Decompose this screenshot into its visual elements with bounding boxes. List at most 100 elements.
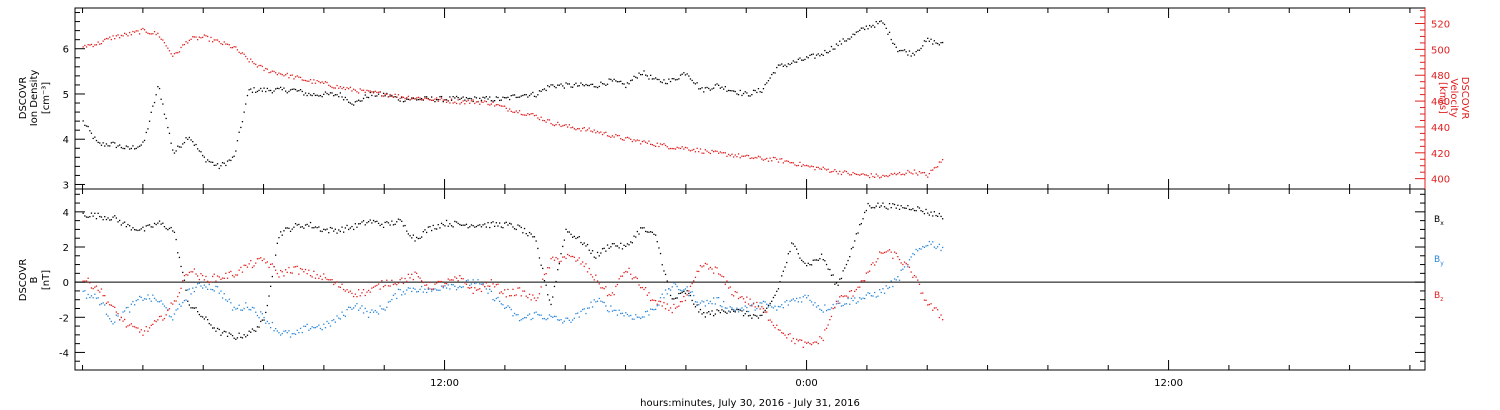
bz-point — [143, 330, 146, 332]
bx-point — [515, 228, 517, 231]
bx-point — [124, 221, 126, 223]
by-point — [698, 304, 700, 306]
by-point — [507, 305, 509, 307]
by-point — [596, 300, 599, 302]
density-point — [786, 65, 788, 68]
bz-point — [422, 281, 424, 284]
bx-point — [223, 330, 225, 332]
density-point — [822, 54, 824, 56]
velocity-point — [786, 160, 788, 162]
by-point — [887, 287, 889, 290]
density-point — [434, 101, 436, 103]
density-point — [879, 20, 881, 23]
bz-point — [721, 275, 723, 277]
velocity-point — [764, 158, 766, 160]
bz-point — [801, 339, 803, 341]
bx-point — [709, 313, 711, 315]
by-point — [215, 285, 217, 288]
by-point — [659, 297, 662, 299]
density-point — [807, 57, 809, 59]
density-point — [588, 84, 590, 87]
bz-point — [532, 294, 534, 296]
by-point — [844, 303, 846, 305]
by-point — [824, 304, 826, 306]
by-point — [572, 319, 574, 321]
density-point — [676, 78, 678, 81]
bz-point — [253, 265, 255, 267]
velocity-point — [779, 158, 781, 160]
bx-point — [824, 260, 826, 262]
bx-point — [326, 228, 328, 230]
density-point — [645, 74, 647, 76]
velocity-ylabel-1: DSCOVR — [1459, 77, 1470, 120]
velocity-point — [565, 124, 567, 126]
by-point — [815, 306, 818, 308]
bx-point — [840, 277, 843, 280]
bx-point — [870, 207, 872, 209]
density-point — [809, 54, 811, 56]
density-point — [104, 145, 106, 147]
density-point — [648, 78, 650, 80]
bz-point — [598, 283, 600, 285]
bz-point — [595, 274, 597, 276]
velocity-point — [255, 63, 257, 65]
bx-point — [306, 223, 308, 226]
velocity-point — [912, 173, 914, 175]
velocity-point — [107, 38, 109, 40]
bz-point — [263, 258, 265, 260]
by-point — [459, 285, 461, 288]
bz-point — [314, 277, 317, 279]
bx-point — [499, 222, 501, 224]
velocity-point — [525, 114, 527, 116]
field-tick-label: 0 — [63, 278, 69, 289]
velocity-point — [684, 146, 687, 149]
bx-point — [442, 224, 444, 226]
velocity-point — [782, 162, 784, 164]
by-point — [416, 291, 418, 293]
bz-point — [859, 286, 861, 288]
by-point — [140, 296, 142, 299]
bz-point — [203, 279, 205, 281]
velocity-point — [885, 175, 887, 177]
by-point — [293, 332, 295, 335]
density-point — [341, 96, 343, 98]
by-point — [429, 288, 431, 290]
velocity-point — [213, 39, 215, 41]
bx-point — [917, 206, 919, 208]
by-point — [153, 297, 156, 299]
bz-point — [850, 290, 853, 292]
bz-point — [358, 289, 360, 291]
by-point — [776, 309, 778, 311]
bx-point — [389, 224, 391, 226]
by-point — [485, 288, 487, 290]
bx-point — [673, 298, 675, 300]
bx-point — [525, 233, 527, 235]
density-point — [336, 94, 338, 96]
by-point — [895, 279, 897, 281]
bx-point — [507, 224, 509, 226]
density-point — [882, 22, 884, 24]
bx-point — [109, 219, 111, 221]
density-point — [650, 74, 652, 76]
by-point — [645, 311, 647, 313]
by-point — [226, 300, 229, 302]
bx-point — [500, 226, 502, 228]
bx-point — [879, 206, 881, 208]
density-point — [855, 31, 857, 33]
by-point — [240, 309, 242, 311]
bz-point — [844, 295, 846, 297]
density-point — [719, 87, 721, 89]
bz-point — [681, 300, 683, 303]
velocity-point — [135, 30, 137, 32]
by-point — [474, 282, 476, 285]
by-point — [538, 314, 541, 316]
bx-point — [225, 331, 227, 333]
velocity-point — [464, 103, 466, 105]
velocity-point — [915, 172, 917, 174]
by-point — [593, 299, 595, 301]
by-point — [802, 296, 804, 298]
bx-point — [440, 222, 443, 224]
density-point — [880, 20, 882, 22]
by-point — [528, 313, 531, 315]
velocity-point — [168, 50, 171, 52]
